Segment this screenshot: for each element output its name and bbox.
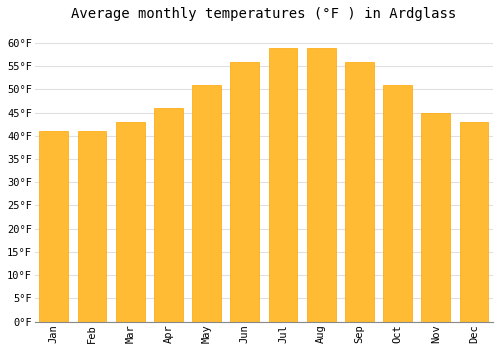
- Bar: [307, 48, 336, 322]
- Bar: [230, 62, 259, 322]
- Title: Average monthly temperatures (°F ) in Ardglass: Average monthly temperatures (°F ) in Ar…: [72, 7, 456, 21]
- Bar: [192, 85, 221, 322]
- Bar: [268, 48, 298, 322]
- Bar: [345, 62, 374, 322]
- Bar: [40, 131, 68, 322]
- Bar: [116, 122, 144, 322]
- Bar: [78, 131, 106, 322]
- Bar: [460, 122, 488, 322]
- Bar: [383, 85, 412, 322]
- Bar: [154, 108, 182, 322]
- Bar: [422, 113, 450, 322]
